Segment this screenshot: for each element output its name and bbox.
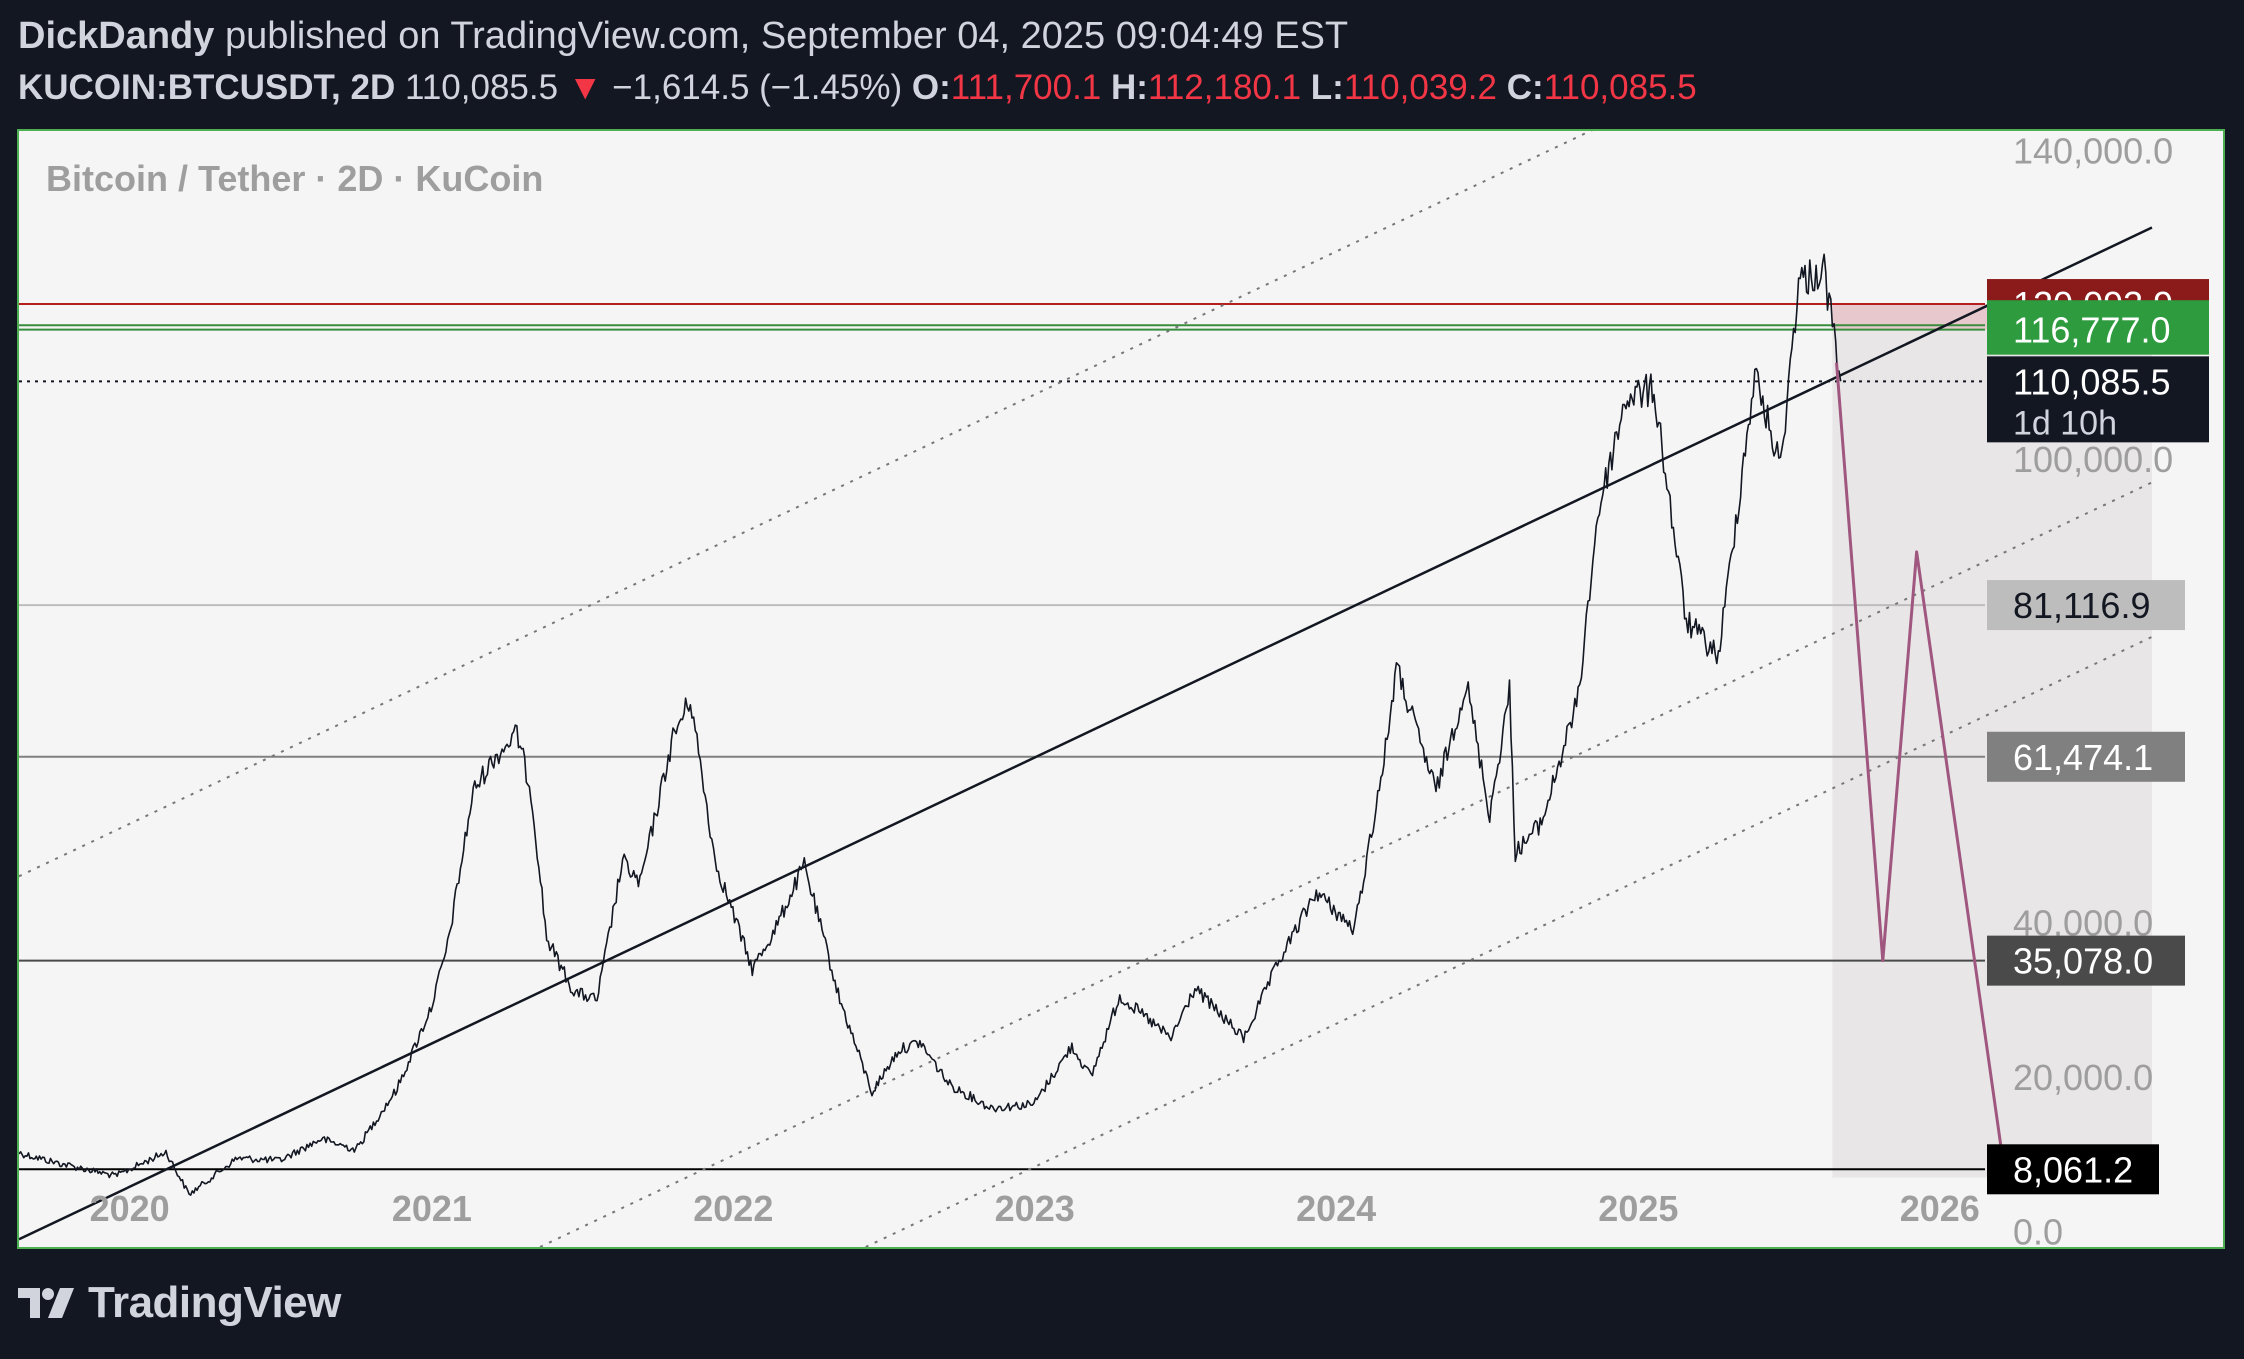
y-tick-label: 20,000.0	[2013, 1057, 2153, 1098]
symbol-info: KUCOIN:BTCUSDT, 2D 110,085.5 ▼ −1,614.5 …	[18, 62, 1697, 114]
price-label-text: 8,061.2	[2013, 1149, 2133, 1190]
price-label-text: 35,078.0	[2013, 941, 2153, 982]
price-label-badge	[1987, 356, 2209, 443]
trend-line-parallel-1[interactable]	[539, 481, 2153, 1247]
x-tick-label: 2025	[1598, 1188, 1678, 1229]
price-label-text: 61,474.1	[2013, 737, 2153, 778]
published-text: published on TradingView.com, September …	[224, 15, 1349, 57]
open-value: 111,700.1	[950, 68, 1102, 107]
y-tick-label: 0.0	[2013, 1212, 2063, 1247]
y-tick-label: 140,000.0	[2013, 131, 2173, 171]
y-tick-label: 100,000.0	[2013, 439, 2173, 480]
publish-header: DickDandy published on TradingView.com, …	[18, 10, 1697, 114]
price-label-text: 110,085.5	[2013, 361, 2170, 402]
price-series	[19, 253, 1842, 1196]
last-price: 110,085.5	[404, 68, 559, 107]
close-value: 110,085.5	[1543, 68, 1697, 107]
price-label-badge	[1987, 1144, 2159, 1195]
high-label: H:	[1111, 68, 1148, 107]
tradingview-logo-icon	[18, 1288, 74, 1318]
trend-line-parallel-2[interactable]	[865, 635, 2153, 1247]
close-label: C:	[1506, 68, 1544, 107]
high-value: 112,180.1	[1147, 68, 1302, 107]
trend-channel[interactable]	[19, 131, 2153, 1247]
price-label-badge	[1987, 304, 2209, 355]
x-tick-label: 2023	[995, 1188, 1075, 1229]
x-tick-label: 2026	[1900, 1188, 1980, 1229]
trend-line-main[interactable]	[19, 226, 2153, 1241]
price-level-lines	[19, 303, 1985, 1171]
trend-line-parallel-0[interactable]	[19, 131, 2152, 878]
price-change: −1,614.5 (−1.45%)	[612, 68, 903, 107]
price-label-badge	[1987, 935, 2185, 986]
price-series-line-0	[19, 253, 1842, 1196]
author-name[interactable]: DickDandy	[18, 15, 215, 57]
chart-title: Bitcoin / Tether · 2D · KuCoin	[46, 158, 544, 199]
x-tick-label: 2020	[90, 1188, 170, 1229]
countdown-label: 1d 10h	[2013, 404, 2117, 442]
projection-line[interactable]	[1835, 362, 2006, 1170]
x-tick-label: 2021	[392, 1188, 472, 1229]
low-label: L:	[1310, 68, 1344, 107]
down-arrow-icon: ▼	[567, 68, 603, 107]
open-label: O:	[911, 68, 951, 107]
symbol-name[interactable]: KUCOIN:BTCUSDT, 2D	[18, 68, 396, 107]
tradingview-brand: TradingView	[88, 1278, 341, 1327]
price-label-text: 81,116.9	[2013, 585, 2150, 626]
price-label-text: 116,777.0	[2013, 310, 2170, 351]
x-axis[interactable]: 2020 2021 2022 2023 2024 2025 2026	[90, 1188, 1980, 1229]
x-tick-label: 2024	[1296, 1188, 1376, 1229]
low-value: 110,039.2	[1343, 68, 1497, 107]
price-label-badge	[1987, 731, 2185, 782]
footer-brand[interactable]: TradingView	[18, 1278, 341, 1328]
price-label-badge	[1987, 580, 2185, 631]
x-tick-label: 2022	[693, 1188, 773, 1229]
publish-info: DickDandy published on TradingView.com, …	[18, 10, 1697, 62]
